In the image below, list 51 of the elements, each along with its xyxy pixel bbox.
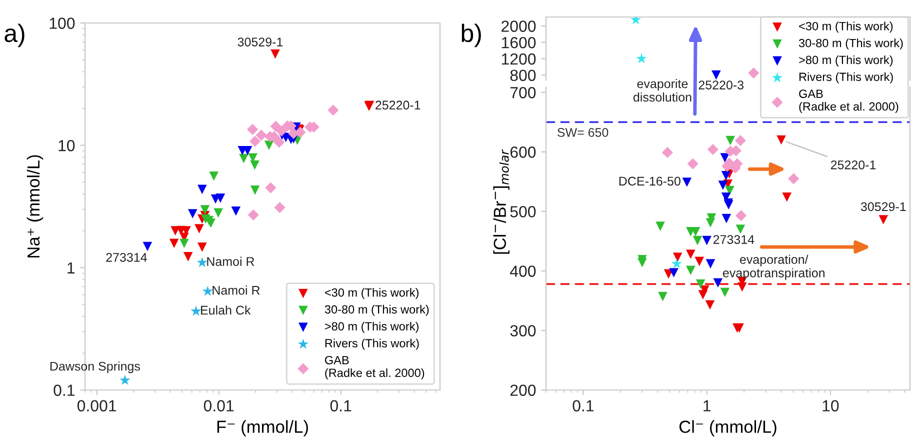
y-tick-label: 2000 [502,20,536,32]
annotation: DCE-16-50 [619,176,680,186]
annotation: 30529-1 [860,202,906,212]
legend-label: <30 m (This work) [325,288,418,300]
y-tick-label: 1 [68,262,74,274]
y-tick-label: 100 [50,18,75,29]
y-tick-label: 400 [510,266,536,277]
annotation: 25220-1 [376,100,420,110]
y-tick-label: 1600 [502,37,536,48]
legend-label: Rivers (This work) [325,338,419,350]
y-tick-label: 300 [510,325,536,336]
ref-line-label: SW= 650 [557,128,608,137]
annotation: Dawson Springs [50,361,140,374]
y-tick-label: 1200 [502,53,536,65]
y-tick-label: 10 [58,140,75,152]
x-tick-label: 10 [822,400,839,412]
annotation: Eulah Ck [201,305,251,315]
y-tick-label: 700 [510,86,536,98]
legend-label: <30 m (This work) [799,22,893,33]
legend-label: Rivers (This work) [799,72,893,84]
annotation: evaporite dissolution [633,78,692,102]
legend-label: GAB (Radke et al. 2000) [325,356,424,380]
chart-title: a) [4,24,24,48]
annotation: 273314 [713,235,754,244]
legend-label: 30-80 m (This work) [324,304,429,316]
legend-label: GAB (Radke et al. 2000) [799,90,898,113]
y-tick-label: 600 [510,146,536,158]
y-axis-title: [Cl$^{−}$/Br$^{−}$]$_{molar}$ [493,149,510,254]
annotation: 30529-1 [238,38,283,46]
legend-label: 30-80 m (This work) [798,38,903,50]
legend-label: >80 m (This work) [325,322,418,333]
y-tick-label: 0.1 [54,384,74,396]
chart-title: b) [462,24,481,48]
annotation: Namoi R [207,256,254,266]
x-tick-label: 0.001 [77,400,116,412]
x-tick-label: 0.01 [204,400,234,412]
annotation: 25220-1 [830,160,876,170]
annotation: 273314 [106,252,147,262]
x-tick-label: 0.1 [330,400,352,412]
legend-label: >80 m (This work) [799,55,893,66]
annotation: Namoi R [212,286,260,295]
x-tick-label: 1 [704,400,710,412]
x-axis-title: Cl⁻ (mmol/L) [679,420,776,436]
y-axis-title: Na⁺ (mmol/L) [26,155,44,258]
y-tick-label: 800 [510,70,536,82]
x-axis-title: F⁻ (mmol/L) [217,420,308,436]
annotation: 25220-3 [698,80,744,90]
y-tick-label: 500 [510,206,536,218]
x-tick-label: 0.1 [572,400,594,412]
y-tick-label: 200 [510,384,536,396]
annotation: evaporation/ evapotranspiration [722,254,824,280]
